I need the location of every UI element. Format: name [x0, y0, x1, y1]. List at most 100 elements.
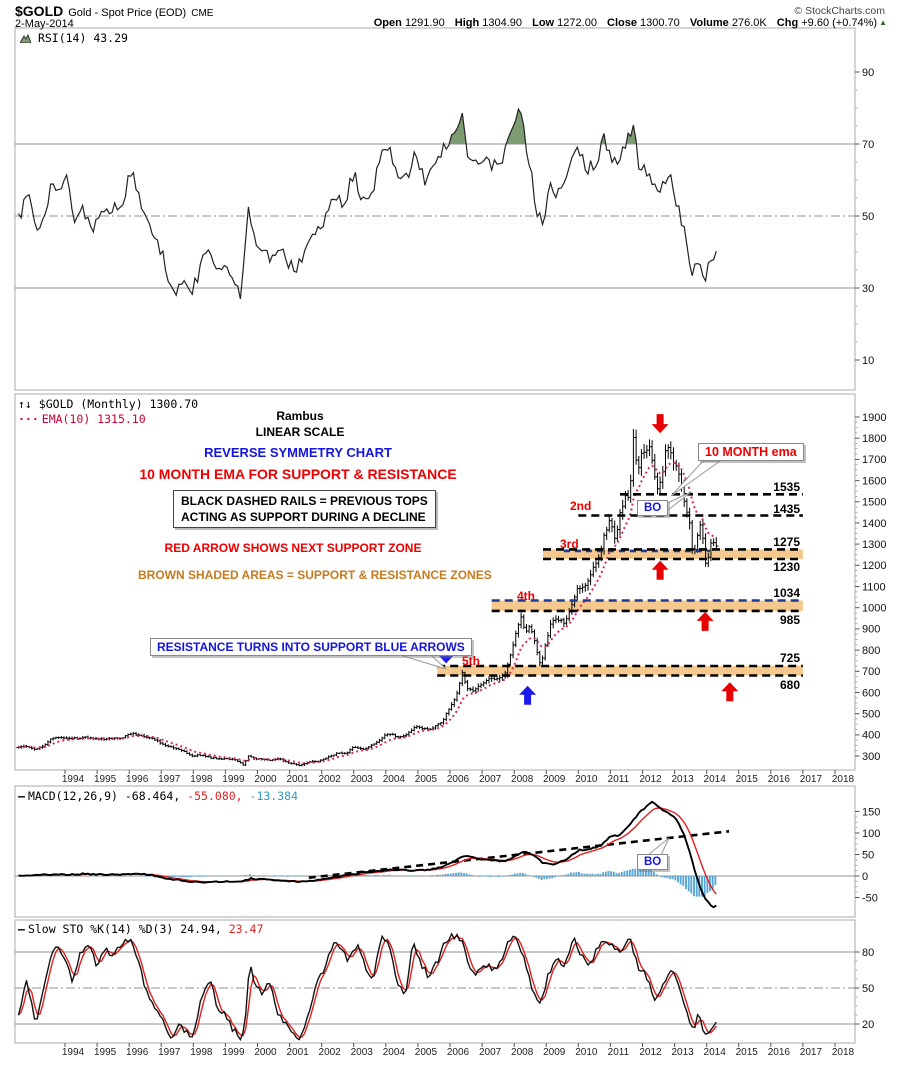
exchange-label: CME — [191, 8, 214, 19]
close-label: Close — [607, 17, 637, 29]
x-year-label: 2007 — [479, 774, 502, 785]
macd-ytick-label: 150 — [862, 806, 880, 818]
sto-k-line — [17, 932, 717, 1042]
price-ytick-label: 1500 — [862, 497, 886, 509]
x-year-label: 1996 — [126, 1047, 149, 1058]
x-year-label: 2002 — [319, 774, 342, 785]
macd-ytick-label: 0 — [862, 871, 868, 883]
x-year-label: 2014 — [704, 774, 727, 785]
x-year-label: 2006 — [447, 1047, 470, 1058]
red-up-arrow — [651, 560, 669, 580]
price-ohlc-bars — [16, 429, 719, 767]
x-year-label: 1995 — [94, 774, 117, 785]
rsi-panel-frame — [14, 27, 856, 391]
level-label-680: 680 — [779, 678, 800, 692]
price-ytick-label: 500 — [862, 708, 880, 720]
x-year-label: 2013 — [671, 1047, 694, 1058]
rsi-ytick-label: 30 — [862, 283, 874, 295]
macd-line-swatch: — — [18, 789, 25, 803]
x-year-label: 1994 — [62, 774, 85, 785]
quote-row: Open 1291.90 High 1304.90 Low 1272.00 Cl… — [367, 17, 887, 29]
level-label-1230: 1230 — [773, 560, 800, 574]
instrument-name: Gold - Spot Price (EOD) — [68, 7, 187, 19]
high-value: 1304.90 — [482, 17, 523, 29]
x-year-label: 2001 — [286, 1047, 309, 1058]
x-year-label: 2004 — [383, 1047, 406, 1058]
macd-line — [18, 800, 717, 909]
x-year-label: 1996 — [126, 774, 149, 785]
x-year-label: 2009 — [543, 774, 566, 785]
price-ytick-label: 1400 — [862, 518, 886, 530]
close-value: 1300.70 — [640, 17, 680, 29]
resistance-callout: RESISTANCE TURNS INTO SUPPORT BLUE ARROW… — [150, 638, 472, 656]
ordinal-5th: 5th — [462, 654, 480, 668]
reverse-symmetry-title: REVERSE SYMMETRY CHART — [204, 445, 392, 460]
price-ytick-label: 1800 — [862, 433, 886, 445]
x-year-label: 2000 — [254, 774, 277, 785]
macd-trendline-dashed — [308, 830, 730, 879]
x-year-label: 2005 — [415, 1047, 438, 1058]
x-year-label: 2018 — [832, 774, 855, 785]
rails-note-line1: BLACK DASHED RAILS = PREVIOUS TOPS — [181, 494, 428, 508]
rails-note-line2: ACTING AS SUPPORT DURING A DECLINE — [181, 510, 426, 524]
x-year-label: 1994 — [62, 1047, 85, 1058]
macd-legend: — MACD(12,26,9) -68.464, -55.080, -13.384 — [18, 789, 298, 803]
x-year-label: 2003 — [351, 774, 374, 785]
ordinal-4th: 4th — [517, 589, 535, 603]
open-value: 1291.90 — [404, 17, 445, 29]
chg-value: +9.60 (+0.74%) — [801, 17, 878, 29]
x-year-label: 2001 — [286, 774, 309, 785]
sto-label: Slow STO %K(14) %D(3) 24.94, — [27, 922, 222, 936]
price-ytick-label: 700 — [862, 666, 880, 678]
rsi-area-icon — [19, 33, 32, 44]
macd-ytick-label: 50 — [862, 849, 874, 861]
red-up-arrow — [721, 682, 739, 702]
x-year-label: 2017 — [800, 774, 823, 785]
x-year-label: 2016 — [768, 1047, 791, 1058]
rsi-ytick-label: 10 — [862, 355, 874, 367]
macd-signal-value: -55.080, — [187, 789, 243, 803]
ema-dotted-swatch: ··· — [18, 412, 39, 426]
breakout-callout-main: BO — [637, 500, 669, 516]
updown-arrows-icon: ↑↓ — [18, 397, 32, 411]
price-ytick-label: 900 — [862, 624, 880, 636]
x-year-label: 2015 — [736, 774, 759, 785]
ordinal-3rd: 3rd — [560, 537, 579, 551]
x-year-label: 2012 — [639, 774, 662, 785]
x-year-label: 2008 — [511, 1047, 534, 1058]
x-year-label: 2013 — [671, 774, 694, 785]
rsi-line — [17, 107, 717, 300]
ema-support-title: 10 MONTH EMA FOR SUPPORT & RESISTANCE — [139, 466, 457, 482]
x-year-label: 2017 — [800, 1047, 823, 1058]
ticker-symbol: $GOLD — [15, 3, 64, 19]
sto-d-line — [17, 934, 717, 1038]
price-ytick-label: 400 — [862, 730, 880, 742]
x-year-label: 2016 — [768, 774, 791, 785]
price-ytick-label: 1100 — [862, 581, 886, 593]
support-zone-band-680 — [437, 666, 803, 676]
x-year-label: 2011 — [608, 1047, 630, 1058]
red-up-arrow — [696, 611, 714, 631]
x-year-label: 2014 — [704, 1047, 727, 1058]
x-year-label: 2011 — [608, 774, 630, 785]
x-year-label: 1997 — [158, 1047, 181, 1058]
ema-label: EMA(10) 1315.10 — [41, 412, 146, 426]
macd-ytick-label: -50 — [862, 892, 878, 904]
x-year-label: 2018 — [832, 1047, 855, 1058]
x-year-label: 2003 — [351, 1047, 374, 1058]
x-year-label: 1999 — [222, 1047, 245, 1058]
ordinal-2nd: 2nd — [570, 499, 592, 513]
price-ytick-label: 800 — [862, 645, 880, 657]
sto-ytick-label: 50 — [862, 983, 874, 995]
price-ytick-label: 1300 — [862, 539, 886, 551]
level-label-1034: 1034 — [773, 586, 800, 600]
x-year-label: 2008 — [511, 774, 534, 785]
x-year-label: 2000 — [254, 1047, 277, 1058]
price-ytick-label: 1600 — [862, 475, 886, 487]
x-year-label: 1998 — [190, 774, 213, 785]
x-year-label: 2010 — [575, 774, 598, 785]
rsi-ytick-label: 70 — [862, 139, 874, 151]
x-year-label: 2010 — [575, 1047, 598, 1058]
macd-label: MACD(12,26,9) -68.464, — [27, 789, 181, 803]
x-year-label: 1997 — [158, 774, 181, 785]
